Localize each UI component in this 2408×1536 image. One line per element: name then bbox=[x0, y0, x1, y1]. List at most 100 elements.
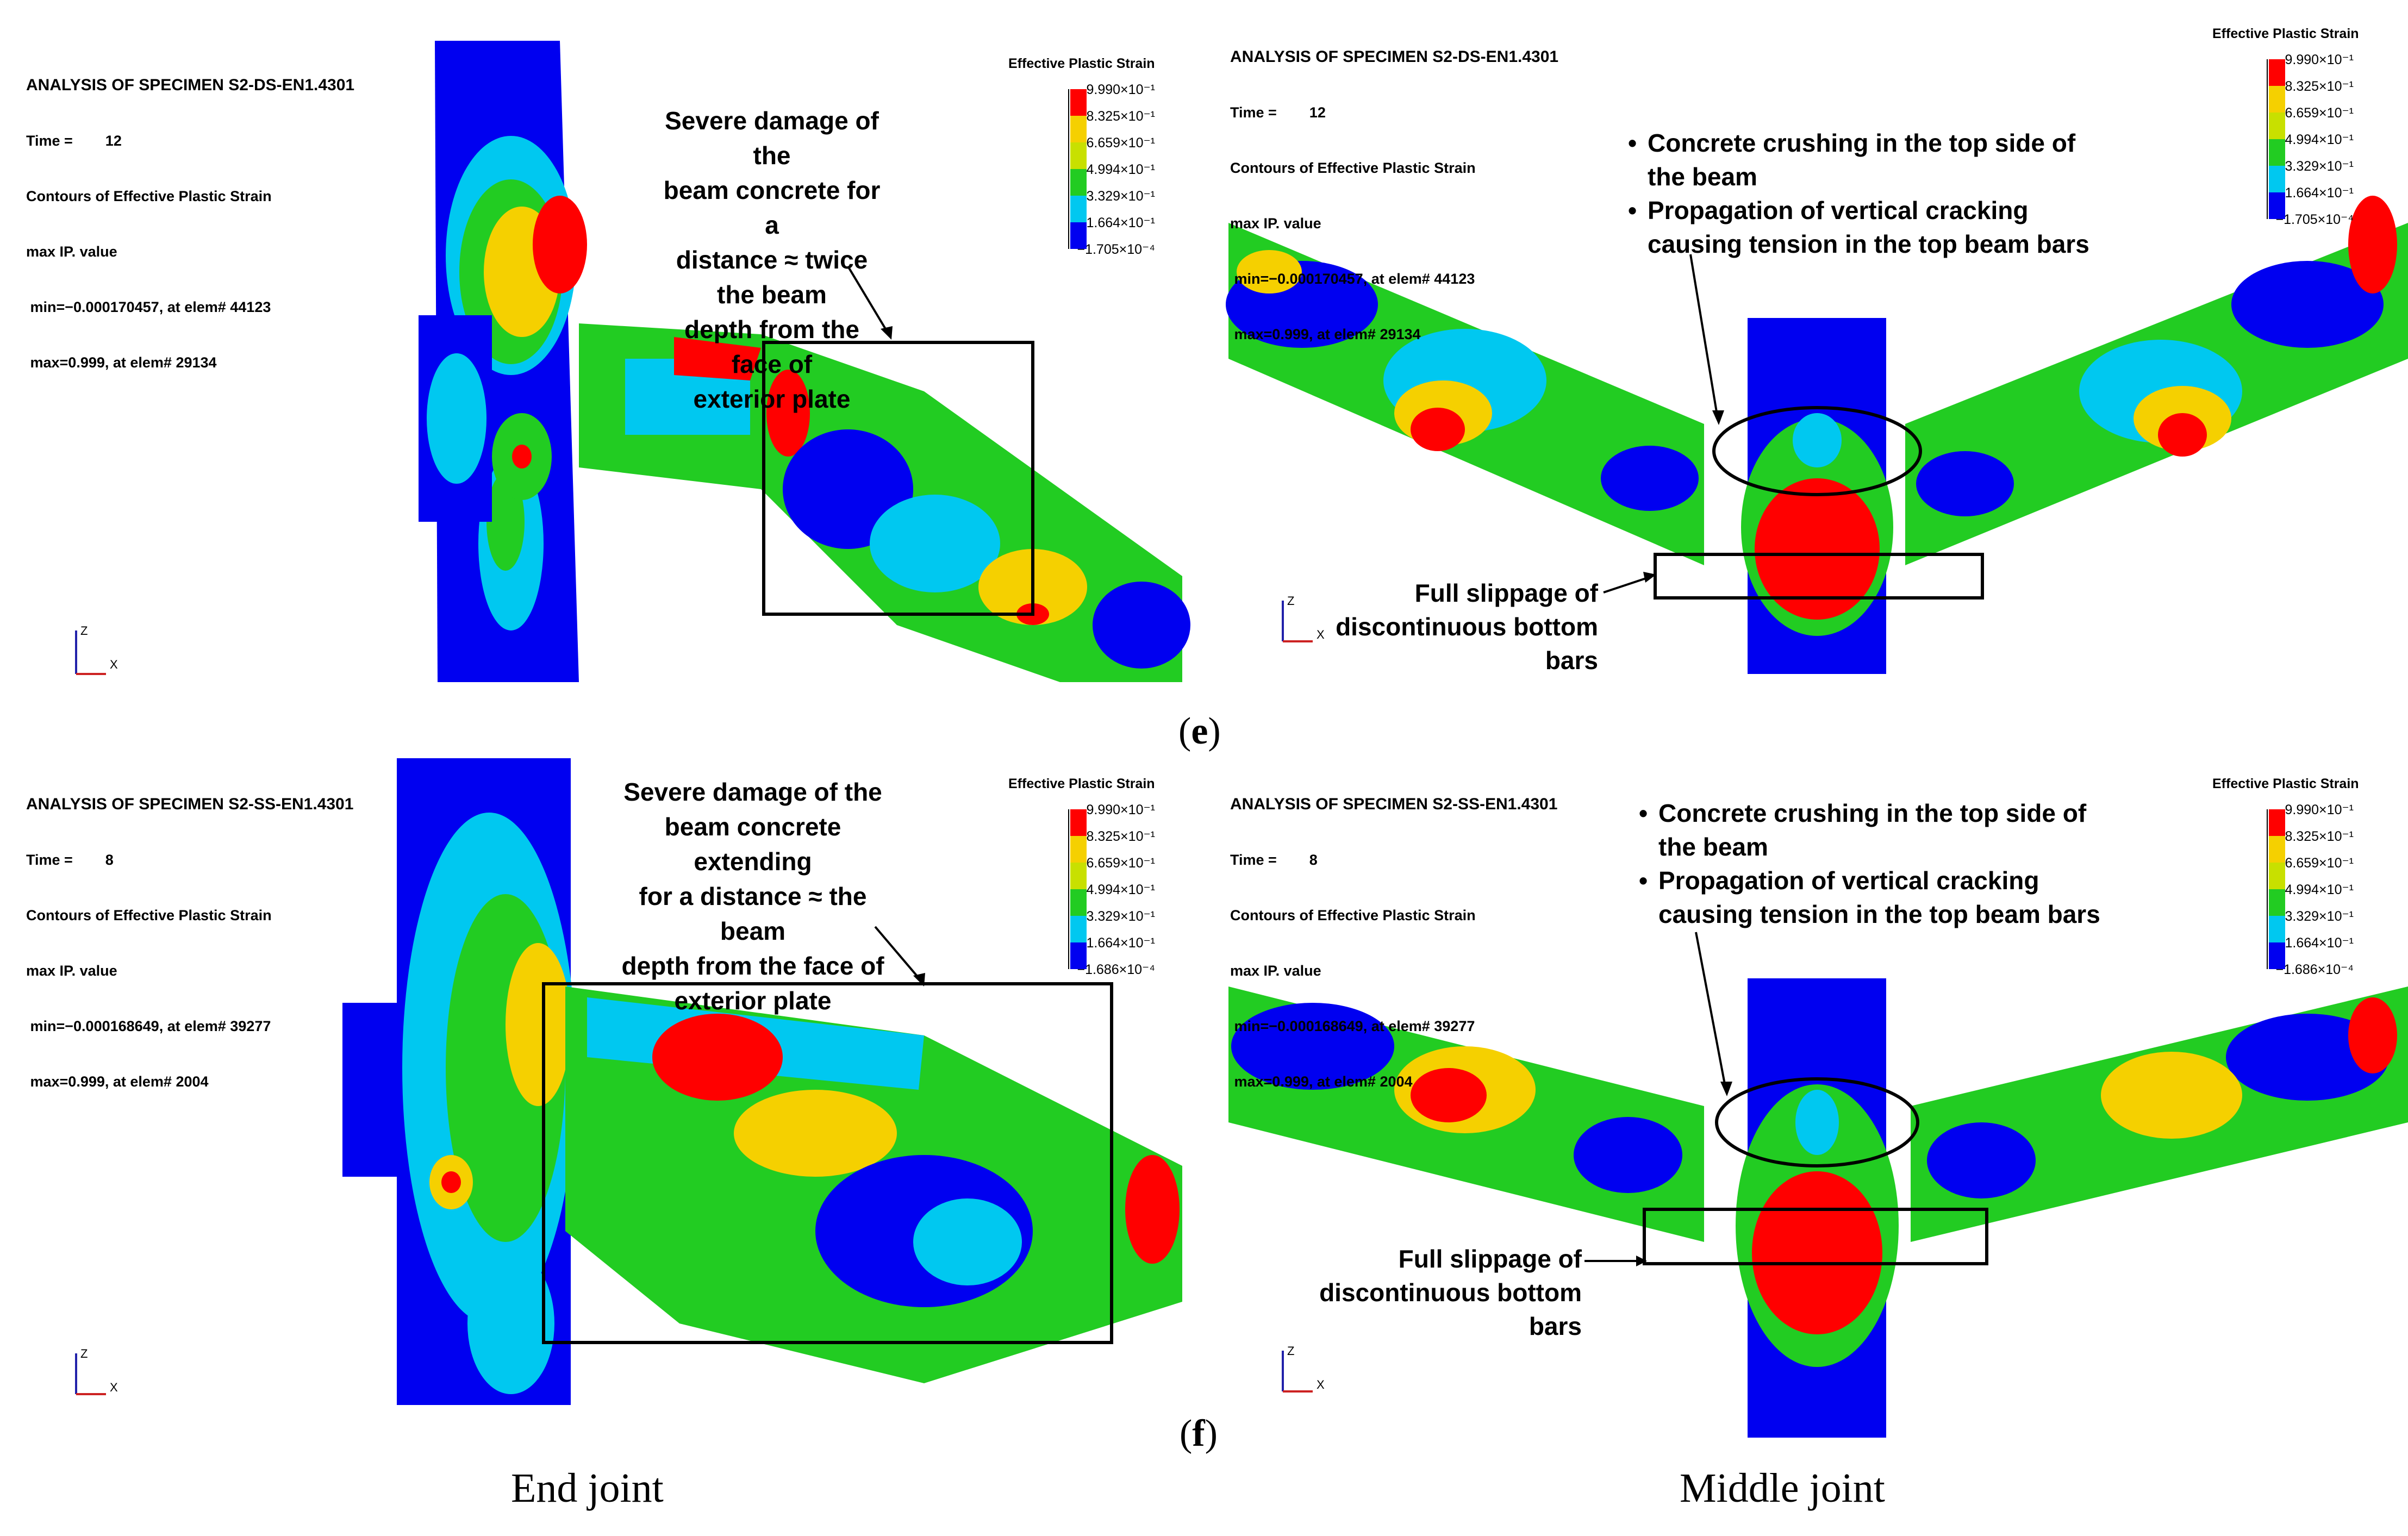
legend-color-swatch bbox=[1070, 809, 1087, 836]
legend-color-swatch bbox=[2269, 809, 2285, 836]
legend-title: Effective Plastic Strain bbox=[1008, 776, 1155, 791]
legend-tick-label: 9.990×10⁻¹ bbox=[2285, 52, 2354, 67]
legend-ticks: 9.990×10⁻¹ 8.325×10⁻¹ 6.659×10⁻¹ 4.994×10⁻¹… bbox=[1068, 802, 1177, 994]
legend-tick-label: 6.659×10⁻¹ bbox=[1086, 135, 1156, 151]
legend-color-swatch bbox=[2269, 192, 2285, 219]
fe-contour-middle-joint-f bbox=[1228, 932, 2408, 1438]
slippage-annotation: Full slippage of discontinuous bottom ba… bbox=[1336, 579, 1598, 675]
panel-f-middle-joint: ANALYSIS OF SPECIMEN S2-SS-EN1.4301 Time… bbox=[1204, 753, 2408, 1443]
axis-z-label: Z bbox=[80, 1347, 88, 1360]
analysis-title: ANALYSIS OF SPECIMEN S2-DS-EN1.4301 bbox=[26, 76, 355, 94]
legend-color-swatch bbox=[1070, 916, 1087, 942]
legend-bar-frame bbox=[1068, 89, 1069, 249]
axis-x-label: X bbox=[1317, 1378, 1325, 1391]
legend-tick-label: −1.686×10⁻⁴ bbox=[2275, 962, 2354, 977]
fe-contour-end-joint-e bbox=[75, 41, 1190, 682]
panel-e-end-header: ANALYSIS OF SPECIMEN S2-DS-EN1.4301 Time… bbox=[26, 39, 354, 409]
legend-color-swatch bbox=[2269, 889, 2285, 916]
legend-color-swatch bbox=[2269, 916, 2285, 942]
legend-color-swatch bbox=[1070, 89, 1087, 116]
max-label: max=0.999, at elem# 29134 bbox=[1230, 326, 1421, 342]
legend-tick-label: 1.664×10⁻¹ bbox=[2285, 935, 2354, 951]
legend-title: Effective Plastic Strain bbox=[2212, 26, 2359, 41]
time-label: Time = 12 bbox=[1230, 104, 1326, 121]
legend-color-swatch bbox=[2269, 863, 2285, 889]
legend-tick-label: 9.990×10⁻¹ bbox=[2285, 802, 2354, 817]
footer-end-joint: End joint bbox=[511, 1465, 664, 1511]
min-label: min=−0.000170457, at elem# 44123 bbox=[1230, 271, 1475, 287]
legend-color-swatch bbox=[2269, 836, 2285, 863]
contour-label: Contours of Effective Plastic Strain bbox=[1230, 160, 1476, 176]
time-label: Time = 12 bbox=[26, 133, 122, 149]
ip-label: max IP. value bbox=[26, 963, 117, 979]
axis-x-label: X bbox=[110, 658, 118, 671]
legend-ticks: 9.990×10⁻¹ 8.325×10⁻¹ 6.659×10⁻¹ 4.994×10⁻¹… bbox=[2267, 802, 2375, 994]
contour-label: Contours of Effective Plastic Strain bbox=[26, 907, 272, 923]
legend-tick-label: 4.994×10⁻¹ bbox=[1086, 882, 1156, 897]
fe-contour-end-joint-f bbox=[75, 758, 1182, 1405]
panel-e-end-joint: ANALYSIS OF SPECIMEN S2-DS-EN1.4301 Time… bbox=[0, 0, 1196, 690]
min-label: min=−0.000170457, at elem# 44123 bbox=[26, 299, 271, 315]
legend-color-swatch bbox=[1070, 116, 1087, 142]
legend-tick-label: 4.994×10⁻¹ bbox=[2285, 882, 2354, 897]
legend-color-swatch bbox=[1070, 142, 1087, 169]
analysis-title: ANALYSIS OF SPECIMEN S2-DS-EN1.4301 bbox=[1230, 48, 1559, 66]
fe-contour-middle-joint-e bbox=[1226, 196, 2408, 674]
legend-tick-label: −1.705×10⁻⁴ bbox=[1077, 242, 1155, 257]
panel-f-end-joint: ANALYSIS OF SPECIMEN S2-SS-EN1.4301 Time… bbox=[0, 753, 1196, 1443]
damage-annotation: Severe damage of the beam concrete for a… bbox=[663, 107, 881, 413]
time-label: Time = 8 bbox=[26, 852, 114, 868]
legend-color-swatch bbox=[2269, 113, 2285, 139]
footer-middle-joint: Middle joint bbox=[1680, 1465, 1885, 1511]
axis-z-label: Z bbox=[1287, 1344, 1295, 1358]
panel-f-mid-header: ANALYSIS OF SPECIMEN S2-SS-EN1.4301 Time… bbox=[1230, 758, 1557, 1128]
legend-color-swatch bbox=[1070, 889, 1087, 916]
legend-color-swatch bbox=[2269, 942, 2285, 969]
legend-title: Effective Plastic Strain bbox=[2212, 776, 2359, 791]
legend-color-swatch bbox=[1070, 836, 1087, 863]
legend-tick-label: 3.329×10⁻¹ bbox=[1086, 909, 1156, 924]
legend-tick-label: 8.325×10⁻¹ bbox=[1086, 109, 1156, 124]
legend-color-swatch bbox=[2269, 59, 2285, 86]
legend-color-swatch bbox=[1070, 222, 1087, 249]
axis-x-label: X bbox=[110, 1381, 118, 1394]
time-label: Time = 8 bbox=[1230, 852, 1318, 868]
max-label: max=0.999, at elem# 2004 bbox=[26, 1073, 209, 1090]
middle-joint-bullets: • Concrete crushing in the top side of the… bbox=[1639, 799, 2100, 928]
slippage-annotation: Full slippage of discontinuous bottom ba… bbox=[1319, 1245, 1582, 1340]
caption-e: (e) bbox=[1178, 710, 1221, 752]
legend-bar-frame bbox=[2267, 809, 2268, 969]
legend-tick-label: 3.329×10⁻¹ bbox=[1086, 189, 1156, 204]
ip-label: max IP. value bbox=[1230, 963, 1321, 979]
legend-tick-label: 4.994×10⁻¹ bbox=[1086, 162, 1156, 177]
legend-tick-label: 8.325×10⁻¹ bbox=[1086, 829, 1156, 844]
legend-bar-frame bbox=[2267, 59, 2268, 219]
legend-color-swatch bbox=[1070, 196, 1087, 222]
caption-f: (f) bbox=[1180, 1413, 1218, 1454]
min-label: min=−0.000168649, at elem# 39277 bbox=[1230, 1018, 1475, 1034]
legend-ticks: 9.990×10⁻¹ 8.325×10⁻¹ 6.659×10⁻¹ 4.994×10⁻¹… bbox=[1068, 82, 1177, 273]
axis-x-label: X bbox=[1317, 628, 1325, 641]
max-label: max=0.999, at elem# 29134 bbox=[26, 354, 217, 371]
axis-z-label: Z bbox=[1287, 594, 1295, 608]
legend-color-swatch bbox=[1070, 169, 1087, 196]
legend-tick-label: 4.994×10⁻¹ bbox=[2285, 132, 2354, 147]
legend-title: Effective Plastic Strain bbox=[1008, 56, 1155, 71]
ip-label: max IP. value bbox=[26, 243, 117, 260]
legend-bar-frame bbox=[1068, 809, 1069, 969]
legend-color-swatch bbox=[2269, 139, 2285, 166]
legend-tick-label: −1.686×10⁻⁴ bbox=[1077, 962, 1155, 977]
legend-color-swatch bbox=[1070, 942, 1087, 969]
legend-tick-label: 9.990×10⁻¹ bbox=[1086, 802, 1156, 817]
legend-tick-label: 1.664×10⁻¹ bbox=[1086, 215, 1156, 230]
legend-tick-label: −1.705×10⁻⁴ bbox=[2275, 212, 2354, 227]
damage-annotation: Severe damage of the beam concrete exten… bbox=[621, 778, 884, 1015]
legend-ticks: 9.990×10⁻¹ 8.325×10⁻¹ 6.659×10⁻¹ 4.994×10⁻¹… bbox=[2267, 52, 2375, 243]
analysis-title: ANALYSIS OF SPECIMEN S2-SS-EN1.4301 bbox=[26, 795, 354, 813]
contour-label: Contours of Effective Plastic Strain bbox=[26, 188, 272, 204]
legend-tick-label: 3.329×10⁻¹ bbox=[2285, 909, 2354, 924]
max-label: max=0.999, at elem# 2004 bbox=[1230, 1073, 1413, 1090]
panel-e-middle-joint: ANALYSIS OF SPECIMEN S2-DS-EN1.4301 Time… bbox=[1204, 0, 2408, 690]
legend-tick-label: 1.664×10⁻¹ bbox=[2285, 185, 2354, 201]
legend-color-swatch bbox=[2269, 86, 2285, 113]
